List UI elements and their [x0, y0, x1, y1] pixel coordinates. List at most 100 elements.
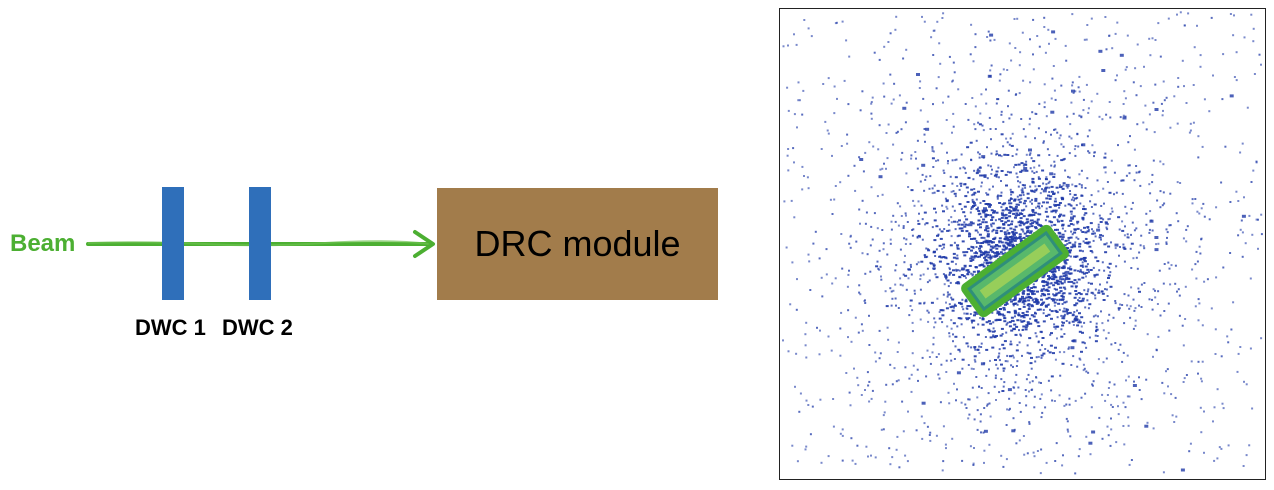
hit-point: [804, 344, 807, 347]
hit-point: [1233, 76, 1236, 78]
hit-point: [819, 398, 822, 401]
hit-point: [1081, 276, 1085, 279]
hit-point: [1255, 218, 1258, 221]
hit-point: [1196, 24, 1198, 27]
hit-point: [1104, 152, 1107, 155]
hit-point: [1079, 293, 1083, 296]
hit-point: [1007, 89, 1010, 92]
hit-point: [957, 88, 960, 91]
hit-point: [1047, 286, 1051, 289]
hit-point: [1103, 202, 1105, 205]
hit-point: [1018, 297, 1022, 300]
hit-point: [1241, 142, 1244, 145]
hit-point: [1249, 277, 1252, 280]
hit-point: [1022, 184, 1026, 187]
hit-point: [1077, 237, 1080, 240]
hit-point: [978, 249, 982, 252]
hit-point: [996, 197, 999, 200]
hit-point: [952, 252, 956, 255]
hit-point: [982, 129, 985, 132]
hit-point: [1097, 289, 1100, 292]
hit-point: [982, 218, 986, 221]
hit-point: [950, 216, 953, 219]
hit-point: [1012, 304, 1015, 307]
hit-point: [981, 316, 984, 319]
hit-point: [1058, 351, 1061, 354]
hit-point: [1121, 229, 1125, 232]
hit-point: [1021, 191, 1025, 194]
hit-point: [1052, 298, 1056, 301]
hit-point: [1024, 135, 1027, 138]
hit-point: [1133, 229, 1136, 232]
hit-point: [1020, 320, 1024, 323]
hit-point: [899, 283, 902, 286]
hit-point: [827, 455, 830, 458]
hit-point: [1017, 221, 1021, 224]
hit-point: [1053, 89, 1056, 92]
hit-point: [1135, 227, 1138, 230]
hit-point: [1239, 346, 1242, 348]
hit-point: [793, 33, 795, 36]
hit-point: [1049, 344, 1053, 347]
hit-point: [1028, 422, 1031, 425]
hit-point: [1006, 311, 1010, 314]
hit-point: [979, 201, 982, 204]
hit-point: [942, 191, 945, 194]
hit-point: [898, 94, 901, 97]
hit-point: [986, 251, 989, 254]
hit-point: [947, 219, 950, 222]
hit-point: [999, 230, 1003, 233]
hit-point: [1158, 269, 1161, 272]
hit-point: [1003, 340, 1007, 343]
hit-point: [1050, 221, 1054, 224]
hit-point: [1034, 112, 1037, 115]
hit-point: [971, 97, 974, 99]
hit-point: [1003, 320, 1007, 323]
hit-point: [1010, 191, 1014, 193]
hit-point: [864, 302, 867, 304]
hit-point: [1043, 83, 1046, 86]
hit-point: [1038, 381, 1041, 384]
hit-point: [973, 252, 976, 255]
hit-point: [1235, 79, 1238, 82]
hit-point: [1034, 332, 1037, 335]
hit-point: [983, 429, 988, 433]
hit-point: [920, 204, 923, 207]
hit-point: [971, 258, 975, 261]
hit-point: [1029, 200, 1032, 203]
hit-point: [1095, 322, 1098, 325]
hit-point: [1167, 385, 1169, 388]
hit-point: [992, 255, 994, 258]
hit-point: [952, 340, 954, 343]
hit-point: [948, 335, 951, 338]
hit-point: [901, 400, 904, 403]
hit-point: [1042, 320, 1046, 323]
hit-point: [1085, 346, 1088, 349]
hit-point: [916, 139, 919, 142]
hit-point: [812, 242, 815, 245]
hit-point: [888, 447, 891, 450]
hit-point: [900, 128, 903, 131]
hit-point: [1215, 206, 1218, 209]
hit-point: [802, 89, 805, 92]
hit-point: [954, 345, 957, 348]
hit-point: [1080, 316, 1084, 319]
hit-point: [1040, 294, 1043, 297]
hit-point: [929, 439, 932, 442]
hit-point: [1124, 225, 1126, 228]
hit-point: [977, 168, 979, 171]
hit-point: [1103, 243, 1107, 246]
hit-point: [963, 221, 966, 224]
hit-point: [948, 303, 951, 306]
hit-point: [1131, 221, 1134, 224]
hit-point: [1067, 224, 1071, 227]
hit-point: [942, 246, 945, 249]
hit-point: [1008, 42, 1011, 45]
hit-point: [801, 188, 804, 191]
hit-point: [799, 392, 802, 395]
hit-point: [994, 236, 997, 239]
hit-point: [1091, 228, 1093, 231]
hit-point: [1056, 325, 1060, 328]
hit-point: [1034, 185, 1037, 188]
hit-point: [882, 248, 885, 251]
